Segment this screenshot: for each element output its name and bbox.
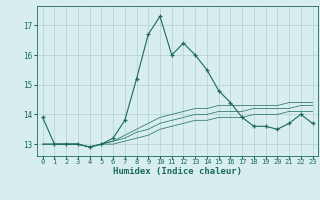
X-axis label: Humidex (Indice chaleur): Humidex (Indice chaleur) xyxy=(113,167,242,176)
